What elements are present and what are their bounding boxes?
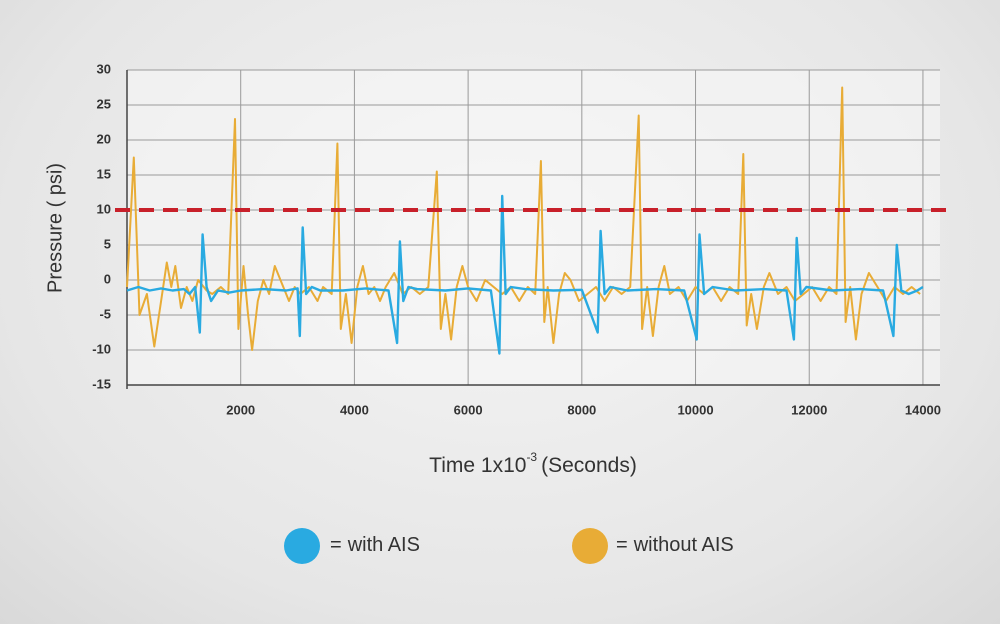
legend-swatch	[572, 528, 608, 564]
x-axis-label-main: Time 1x10	[429, 454, 526, 477]
y-tick-label: -10	[92, 341, 111, 356]
y-tick-label: 30	[97, 61, 111, 76]
x-tick-label: 8000	[567, 402, 596, 417]
legend-entry: = with AIS	[330, 534, 420, 556]
x-axis-label-sup: -3	[526, 450, 537, 464]
legend-label: with AIS	[347, 534, 420, 556]
x-tick-label: 10000	[677, 402, 713, 417]
x-tick-label: 6000	[454, 402, 483, 417]
legend-separator: =	[616, 534, 628, 556]
plot-area	[127, 70, 940, 385]
x-axis-label-end: (Seconds)	[541, 454, 637, 477]
x-tick-label: 14000	[905, 402, 941, 417]
y-tick-label: -15	[92, 376, 111, 391]
series-line	[126, 86, 921, 351]
y-tick-label: 25	[97, 96, 111, 111]
y-tick-label: 20	[97, 131, 111, 146]
y-tick-label: 5	[104, 236, 111, 251]
legend-swatch	[284, 528, 320, 564]
x-tick-label: 4000	[340, 402, 369, 417]
x-tick-label: 12000	[791, 402, 827, 417]
series-line	[126, 194, 924, 355]
legend-label: without AIS	[633, 534, 734, 556]
legend-entry: = without AIS	[616, 534, 734, 556]
y-tick-label: 15	[97, 166, 111, 181]
y-tick-label: 0	[104, 271, 111, 286]
x-axis-label: Time 1x10-3 (Seconds)	[429, 450, 637, 476]
y-tick-label: -5	[99, 306, 111, 321]
x-tick-label: 2000	[226, 402, 255, 417]
y-tick-label: 10	[97, 201, 111, 216]
y-axis-label: Pressure ( psi)	[44, 163, 66, 293]
legend-separator: =	[330, 534, 342, 556]
